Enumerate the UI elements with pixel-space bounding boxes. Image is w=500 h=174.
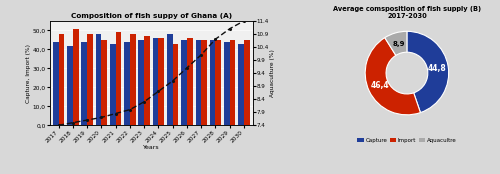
Bar	[181, 40, 187, 125]
Bar	[138, 40, 144, 125]
Bar	[224, 42, 230, 125]
Wedge shape	[407, 31, 449, 113]
Bar	[158, 38, 164, 125]
Bar	[152, 38, 158, 125]
Bar	[144, 36, 150, 125]
Bar	[53, 42, 59, 125]
Legend: Capture, Import, Aquacultre: Capture, Import, Aquacultre	[355, 136, 459, 145]
Bar	[216, 40, 221, 125]
Bar	[58, 34, 64, 125]
Text: 44,8: 44,8	[427, 64, 446, 73]
Bar	[238, 44, 244, 125]
Bar	[124, 42, 130, 125]
Title: Average comsposition of fish supply (B)
2017-2030: Average comsposition of fish supply (B) …	[333, 6, 481, 19]
Bar	[87, 34, 93, 125]
Text: 8,9: 8,9	[392, 41, 405, 47]
Bar	[244, 40, 250, 125]
Bar	[67, 46, 73, 125]
Bar	[73, 29, 78, 125]
Bar	[116, 32, 121, 125]
Bar	[196, 40, 201, 125]
Y-axis label: Aquaculture (%): Aquaculture (%)	[270, 49, 276, 97]
Bar	[201, 40, 207, 125]
Wedge shape	[365, 38, 420, 115]
Bar	[82, 42, 87, 125]
Bar	[172, 44, 178, 125]
Bar	[110, 44, 116, 125]
Text: 46,4: 46,4	[370, 81, 389, 90]
Bar	[210, 40, 216, 125]
Title: Composition of fish suppy of Ghana (A): Composition of fish suppy of Ghana (A)	[70, 13, 232, 19]
Bar	[230, 40, 235, 125]
Bar	[102, 40, 107, 125]
Y-axis label: Capture, Import (%): Capture, Import (%)	[26, 44, 32, 103]
Bar	[96, 34, 102, 125]
X-axis label: Years: Years	[143, 145, 160, 150]
Bar	[130, 34, 136, 125]
Wedge shape	[385, 31, 407, 55]
Bar	[187, 38, 192, 125]
Bar	[167, 34, 172, 125]
